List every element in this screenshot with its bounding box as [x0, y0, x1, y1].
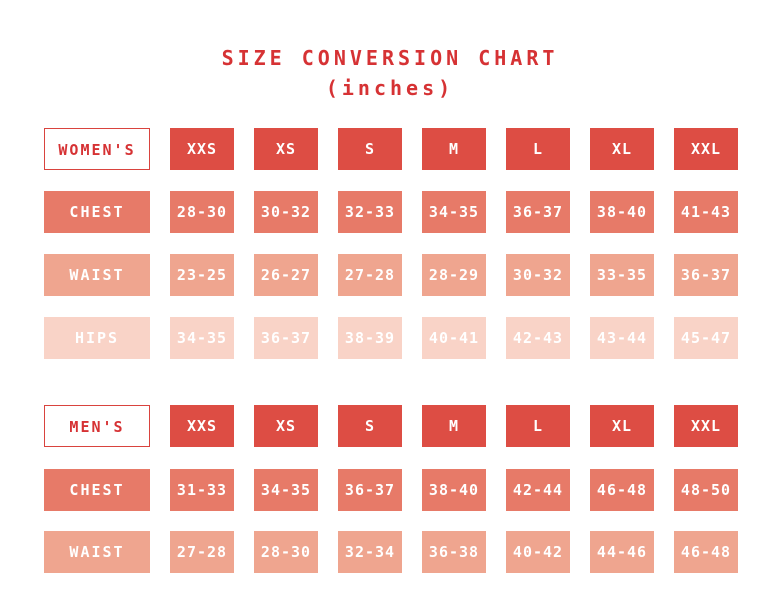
mens-size-l: L: [506, 405, 570, 447]
mens-chest-xs: 34-35: [254, 469, 318, 511]
mens-waist-xs: 28-30: [254, 531, 318, 573]
womens-hips-m: 40-41: [422, 317, 486, 359]
mens-row-label-waist: WAIST: [44, 531, 150, 573]
mens-waist-l: 40-42: [506, 531, 570, 573]
womens-size-xxs: XXS: [170, 128, 234, 170]
womens-size-m: M: [422, 128, 486, 170]
mens-waist-xxs: 27-28: [170, 531, 234, 573]
mens-chest-s: 36-37: [338, 469, 402, 511]
womens-size-xl: XL: [590, 128, 654, 170]
womens-waist-m: 28-29: [422, 254, 486, 296]
womens-chest-s: 32-33: [338, 191, 402, 233]
mens-chest-m: 38-40: [422, 469, 486, 511]
womens-waist-xl: 33-35: [590, 254, 654, 296]
mens-size-m: M: [422, 405, 486, 447]
womens-hips-xxl: 45-47: [674, 317, 738, 359]
mens-size-xxs: XXS: [170, 405, 234, 447]
womens-chest-l: 36-37: [506, 191, 570, 233]
womens-hips-xl: 43-44: [590, 317, 654, 359]
womens-size-l: L: [506, 128, 570, 170]
womens-size-xs: XS: [254, 128, 318, 170]
womens-chest-xs: 30-32: [254, 191, 318, 233]
womens-chest-xl: 38-40: [590, 191, 654, 233]
mens-size-xl: XL: [590, 405, 654, 447]
womens-waist-l: 30-32: [506, 254, 570, 296]
chart-subtitle: (inches): [325, 76, 455, 100]
mens-chest-xl: 46-48: [590, 469, 654, 511]
womens-waist-s: 27-28: [338, 254, 402, 296]
womens-size-xxl: XXL: [674, 128, 738, 170]
mens-header-label: MEN'S: [44, 405, 150, 447]
womens-hips-l: 42-43: [506, 317, 570, 359]
mens-row-label-chest: CHEST: [44, 469, 150, 511]
womens-hips-xxs: 34-35: [170, 317, 234, 359]
womens-header-label: WOMEN'S: [44, 128, 150, 170]
womens-row-label-chest: CHEST: [44, 191, 150, 233]
womens-row-label-waist: WAIST: [44, 254, 150, 296]
mens-waist-m: 36-38: [422, 531, 486, 573]
mens-size-xs: XS: [254, 405, 318, 447]
womens-row-label-hips: HIPS: [44, 317, 150, 359]
mens-size-xxl: XXL: [674, 405, 738, 447]
mens-chest-xxs: 31-33: [170, 469, 234, 511]
womens-waist-xs: 26-27: [254, 254, 318, 296]
mens-waist-xxl: 46-48: [674, 531, 738, 573]
chart-title: SIZE CONVERSION CHART: [221, 46, 559, 70]
mens-chest-l: 42-44: [506, 469, 570, 511]
mens-chest-xxl: 48-50: [674, 469, 738, 511]
womens-waist-xxl: 36-37: [674, 254, 738, 296]
womens-chest-xxs: 28-30: [170, 191, 234, 233]
womens-hips-xs: 36-37: [254, 317, 318, 359]
mens-waist-xl: 44-46: [590, 531, 654, 573]
mens-size-s: S: [338, 405, 402, 447]
womens-hips-s: 38-39: [338, 317, 402, 359]
mens-waist-s: 32-34: [338, 531, 402, 573]
womens-waist-xxs: 23-25: [170, 254, 234, 296]
womens-chest-m: 34-35: [422, 191, 486, 233]
womens-size-s: S: [338, 128, 402, 170]
womens-chest-xxl: 41-43: [674, 191, 738, 233]
